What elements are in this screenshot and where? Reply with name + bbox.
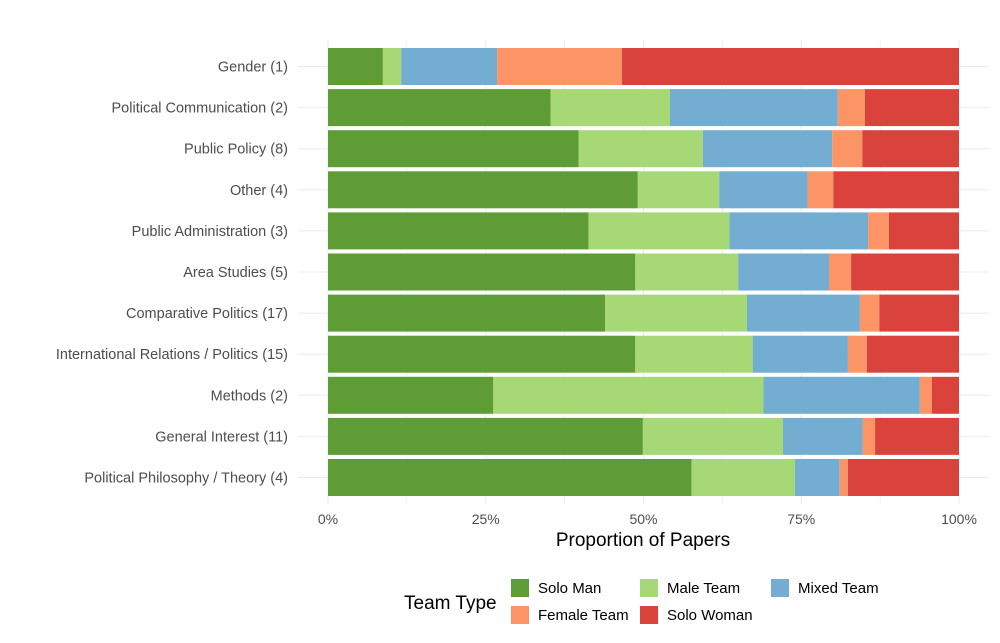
x-tick-label: 100% <box>941 511 977 527</box>
y-tick-label: Area Studies (5) <box>183 265 288 281</box>
legend-swatch-mixed-team <box>771 579 789 597</box>
legend-swatch-solo-man <box>511 579 529 597</box>
bar-segment-mixed-team <box>729 212 869 250</box>
bar-segment-solo-man <box>328 171 638 209</box>
y-tick-label: Political Philosophy / Theory (4) <box>84 471 288 487</box>
y-tick-label: Gender (1) <box>218 60 288 76</box>
x-tick-label: 0% <box>318 511 338 527</box>
bar-segment-mixed-team <box>782 417 863 455</box>
legend-label: Solo Man <box>538 580 601 597</box>
bar-segment-mixed-team <box>746 294 860 332</box>
bar-segment-solo-woman <box>862 130 959 168</box>
bar-segment-female-team <box>497 48 623 85</box>
bar-segment-male-team <box>637 171 720 209</box>
bar-segment-female-team <box>862 417 876 455</box>
bar-segment-solo-man <box>328 376 494 414</box>
y-tick-label: International Relations / Politics (15) <box>56 347 288 363</box>
y-tick-label: Methods (2) <box>211 388 288 404</box>
legend-swatch-female-team <box>511 606 529 624</box>
legend-swatch-solo-woman <box>640 606 658 624</box>
bar-segment-solo-woman <box>864 89 959 127</box>
bar-segment-mixed-team <box>702 130 833 168</box>
bar-segment-solo-woman <box>847 459 959 496</box>
bar-segment-male-team <box>588 212 730 250</box>
x-tick-label: 75% <box>787 511 815 527</box>
y-tick-label: Public Administration (3) <box>132 224 288 240</box>
x-tick-label: 25% <box>472 511 500 527</box>
bar-segment-male-team <box>493 376 764 414</box>
bar-segment-solo-woman <box>833 171 959 209</box>
bar-segment-solo-man <box>328 89 551 127</box>
bar-segment-female-team <box>829 253 852 291</box>
y-tick-labels: Gender (1) Political Communication (2) Pub… <box>56 60 288 487</box>
bar-segment-solo-woman <box>879 294 959 332</box>
bar-segment-mixed-team <box>738 253 830 291</box>
bar-segment-solo-woman <box>851 253 959 291</box>
bar-segment-male-team <box>578 130 703 168</box>
bar-segment-solo-woman <box>931 376 959 414</box>
bar-segment-mixed-team <box>763 376 920 414</box>
bar-segment-solo-man <box>328 417 643 455</box>
legend: Solo Man Male Team Mixed Team Female Team So… <box>511 579 879 624</box>
x-tick-labels: 0% 25% 50% 75% 100% <box>318 511 977 527</box>
bar-segment-male-team <box>550 89 671 127</box>
y-tick-label: Comparative Politics (17) <box>126 306 288 322</box>
bar-segment-solo-woman <box>622 48 959 85</box>
bars <box>328 48 959 496</box>
bar-segment-solo-man <box>328 335 636 373</box>
bar-segment-female-team <box>839 459 848 496</box>
bar-segment-solo-woman <box>875 417 959 455</box>
bar-segment-male-team <box>642 417 783 455</box>
bar-segment-solo-man <box>328 48 383 85</box>
bar-segment-female-team <box>859 294 880 332</box>
legend-title: Team Type <box>404 593 497 614</box>
bar-segment-solo-man <box>328 459 692 496</box>
bar-segment-male-team <box>635 335 753 373</box>
bar-segment-mixed-team <box>401 48 498 85</box>
legend-label: Male Team <box>667 580 740 597</box>
bar-segment-male-team <box>635 253 739 291</box>
bar-segment-female-team <box>807 171 834 209</box>
y-tick-label: Political Communication (2) <box>112 101 288 117</box>
bar-segment-solo-woman <box>866 335 959 373</box>
bar-segment-solo-man <box>328 212 589 250</box>
legend-label: Female Team <box>538 607 629 624</box>
y-tick-label: General Interest (11) <box>155 429 288 445</box>
bar-segment-female-team <box>837 89 865 127</box>
bar-segment-mixed-team <box>719 171 808 209</box>
bar-segment-female-team <box>832 130 863 168</box>
bar-segment-solo-man <box>328 294 606 332</box>
y-tick-label: Other (4) <box>230 183 288 199</box>
bar-segment-male-team <box>691 459 795 496</box>
bar-segment-male-team <box>605 294 747 332</box>
y-tick-label: Public Policy (8) <box>184 142 288 158</box>
x-tick-label: 50% <box>629 511 657 527</box>
bar-segment-mixed-team <box>794 459 840 496</box>
bar-segment-female-team <box>847 335 867 373</box>
x-axis-title: Proportion of Papers <box>556 530 730 551</box>
bar-segment-mixed-team <box>670 89 838 127</box>
bar-segment-mixed-team <box>752 335 848 373</box>
bar-segment-solo-man <box>328 130 579 168</box>
bar-segment-solo-woman <box>888 212 959 250</box>
bar-segment-female-team <box>868 212 889 250</box>
legend-label: Solo Woman <box>667 607 753 624</box>
bar-segment-male-team <box>382 48 402 85</box>
bar-segment-female-team <box>919 376 932 414</box>
bar-segment-solo-man <box>328 253 636 291</box>
legend-label: Mixed Team <box>798 580 879 597</box>
legend-swatch-male-team <box>640 579 658 597</box>
